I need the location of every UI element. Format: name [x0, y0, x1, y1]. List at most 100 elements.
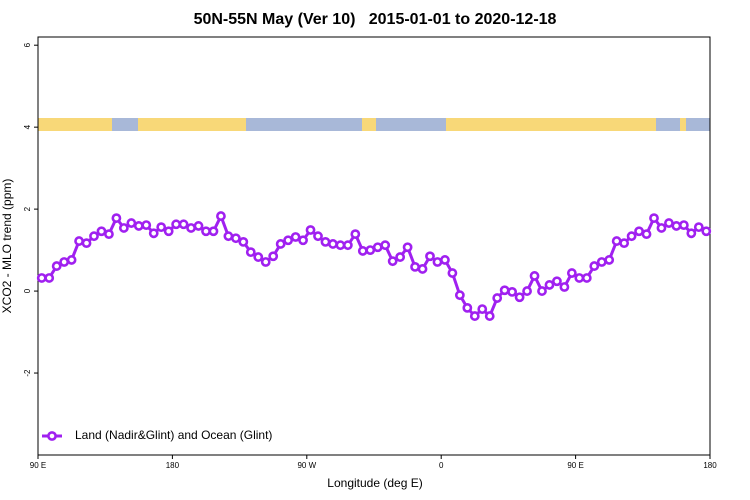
land-strip — [680, 118, 686, 131]
x-tick-label: 180 — [166, 461, 180, 470]
data-point — [357, 246, 368, 256]
data-point — [283, 235, 294, 246]
y-tick-label: 0 — [23, 288, 32, 293]
data-point — [559, 282, 570, 292]
data-point — [417, 264, 428, 274]
data-point — [81, 238, 92, 249]
data-point — [118, 223, 129, 233]
x-tick-label: 90 E — [30, 461, 46, 470]
data-point — [686, 228, 697, 239]
data-point — [216, 211, 226, 221]
data-point — [260, 257, 271, 267]
data-point — [245, 247, 256, 258]
data-point — [529, 271, 540, 281]
data-point — [141, 220, 152, 230]
data-point — [507, 286, 518, 297]
data-point — [313, 231, 323, 242]
data-point — [335, 240, 346, 251]
data-point — [693, 222, 704, 233]
data-point — [372, 242, 383, 253]
data-point — [552, 276, 562, 287]
data-point — [671, 221, 682, 231]
x-axis-label: Longitude (deg E) — [327, 476, 422, 490]
plot-frame — [37, 36, 711, 456]
land-strip — [446, 118, 656, 131]
data-point — [126, 218, 137, 228]
data-point — [522, 286, 532, 296]
data-point — [36, 273, 47, 283]
data-point — [492, 293, 503, 303]
data-point — [678, 220, 689, 230]
data-point — [566, 268, 577, 278]
data-point — [298, 235, 308, 246]
data-point — [499, 285, 510, 296]
data-point — [440, 255, 450, 265]
data-point — [178, 219, 189, 230]
data-point — [320, 237, 331, 247]
data-point — [432, 257, 443, 267]
land-strip — [138, 118, 246, 131]
data-point — [462, 302, 473, 313]
data-point — [230, 233, 241, 244]
data-point — [380, 240, 391, 251]
data-point — [402, 242, 413, 253]
data-point — [163, 226, 174, 237]
data-point — [581, 273, 592, 283]
data-point — [305, 225, 316, 235]
data-point — [171, 219, 182, 230]
x-tick-label: 90 W — [297, 461, 316, 470]
data-point — [51, 261, 62, 271]
data-point — [469, 311, 480, 321]
data-point — [387, 256, 398, 267]
data-point — [425, 251, 435, 262]
data-point — [664, 218, 674, 228]
x-tick-label: 0 — [439, 461, 444, 470]
data-point — [74, 236, 84, 246]
data-point — [350, 229, 361, 240]
data-point — [544, 280, 555, 290]
data-point — [275, 239, 286, 249]
data-point — [89, 231, 99, 242]
data-point — [477, 304, 488, 315]
data-point — [634, 226, 644, 237]
data-point — [253, 252, 264, 262]
data-point — [96, 226, 107, 237]
data-point — [649, 213, 659, 224]
y-tick-label: 6 — [23, 42, 32, 47]
y-tick-label: 2 — [23, 206, 32, 211]
land-strip — [38, 118, 112, 131]
data-point — [589, 261, 600, 271]
chart-title: 50N-55N May (Ver 10) 2015-01-01 to 2020-… — [194, 11, 557, 28]
data-point — [641, 229, 652, 240]
data-point — [574, 273, 585, 283]
surface-strip — [38, 118, 710, 131]
data-point — [604, 255, 615, 265]
legend-marker — [47, 431, 57, 441]
land-strip — [362, 118, 376, 131]
data-point — [290, 232, 301, 242]
data-point — [104, 229, 114, 240]
data-point — [186, 223, 196, 233]
data-point — [208, 226, 219, 237]
data-point — [223, 231, 234, 242]
data-point — [156, 222, 167, 233]
data-point — [342, 240, 353, 251]
data-point — [133, 221, 144, 231]
data-point — [268, 251, 279, 262]
data-point — [484, 311, 495, 321]
y-tick-label: -2 — [23, 369, 32, 377]
data-point — [201, 226, 211, 237]
legend-label: Land (Nadir&Glint) and Ocean (Glint) — [75, 428, 272, 442]
data-point — [238, 237, 249, 247]
data-point — [365, 245, 376, 255]
data-point — [328, 239, 338, 249]
x-tick-label: 90 E — [567, 461, 583, 470]
data-point — [395, 252, 406, 262]
data-point — [193, 221, 204, 231]
data-point — [454, 290, 465, 301]
data-point — [626, 231, 637, 242]
data-point — [447, 268, 458, 278]
data-point — [148, 228, 159, 239]
data-point — [514, 292, 525, 303]
